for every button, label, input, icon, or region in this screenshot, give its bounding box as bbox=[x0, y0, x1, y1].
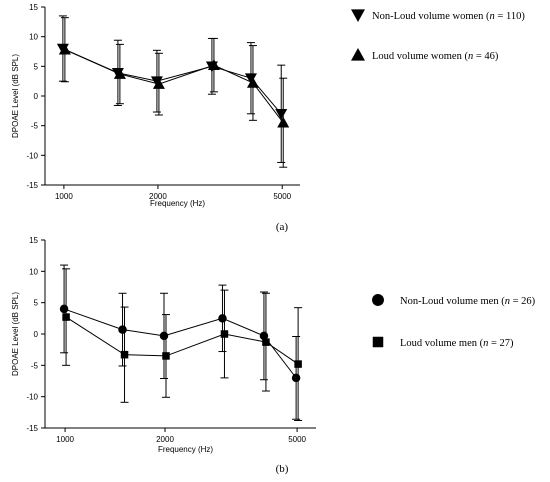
data-point bbox=[262, 338, 270, 346]
y-tick-label: -10 bbox=[26, 393, 38, 402]
data-point bbox=[62, 313, 70, 321]
data-point bbox=[159, 331, 169, 341]
x-tick-label: 5000 bbox=[288, 435, 306, 444]
data-point bbox=[244, 73, 257, 85]
legend-marker bbox=[372, 294, 384, 306]
y-tick-label: -15 bbox=[26, 424, 38, 433]
x-axis-title: Frequency (Hz) bbox=[150, 199, 205, 208]
series-line bbox=[65, 316, 299, 365]
y-tick-label: 15 bbox=[29, 3, 38, 12]
y-tick-label: 10 bbox=[29, 267, 38, 276]
data-point bbox=[277, 116, 290, 128]
y-tick-label: -5 bbox=[31, 361, 39, 370]
series-2 bbox=[62, 268, 303, 421]
data-point bbox=[113, 68, 126, 79]
data-point bbox=[120, 350, 129, 359]
panel-label: (b) bbox=[276, 463, 289, 475]
x-tick-label: 2000 bbox=[156, 435, 174, 444]
legend-label: Loud volume men (n = 27) bbox=[400, 338, 514, 349]
data-point bbox=[152, 78, 165, 89]
y-tick-label: 0 bbox=[34, 330, 39, 339]
panel-label: (a) bbox=[276, 221, 289, 233]
legend-marker bbox=[372, 336, 384, 348]
y-tick-label: 5 bbox=[34, 299, 39, 308]
legend-label: Non-Loud volume women (n = 110) bbox=[372, 11, 525, 22]
x-axis-title: Frequency (Hz) bbox=[158, 445, 213, 454]
data-point bbox=[246, 76, 259, 88]
legend-marker bbox=[351, 48, 365, 61]
y-tick-label: 15 bbox=[29, 236, 38, 245]
chart-panel-a: -15 -10 -5 0 5 10 15 1000 2000 5000 Frequency (Hz)… bbox=[11, 3, 525, 233]
legend-label: Non-Loud volume men (n = 26) bbox=[400, 296, 536, 307]
data-point bbox=[118, 325, 127, 334]
y-axis-title: DPOAE Level (dB SPL) bbox=[11, 292, 20, 376]
series-2 bbox=[58, 17, 290, 168]
data-point bbox=[291, 373, 301, 383]
data-point bbox=[220, 330, 229, 338]
x-tick-label: 1000 bbox=[56, 435, 74, 444]
data-point bbox=[207, 59, 220, 70]
y-tick-label: -5 bbox=[31, 122, 39, 131]
data-point bbox=[59, 304, 69, 314]
y-tick-label: 0 bbox=[34, 92, 39, 101]
series-line bbox=[64, 49, 284, 124]
x-tick-label: 1000 bbox=[55, 192, 73, 201]
chart-panel-b: -15 -10 -5 0 5 10 15 1000 2000 5000 Frequency (Hz)… bbox=[11, 236, 536, 475]
x-tick-label: 5000 bbox=[273, 192, 291, 201]
y-tick-label: 5 bbox=[34, 62, 39, 71]
y-tick-label: 10 bbox=[29, 33, 38, 42]
x-tick-label: 2000 bbox=[149, 192, 167, 201]
legend-marker bbox=[351, 9, 365, 22]
data-point bbox=[162, 352, 170, 360]
data-point bbox=[218, 314, 227, 323]
legend-label: Loud volume women (n = 46) bbox=[372, 51, 499, 62]
series-line bbox=[63, 308, 297, 379]
y-axis-title: DPOAE Level (dB SPL) bbox=[11, 54, 20, 138]
data-point bbox=[294, 360, 302, 368]
data-point bbox=[275, 109, 288, 120]
y-tick-label: -10 bbox=[26, 151, 38, 160]
y-tick-label: -15 bbox=[26, 181, 38, 190]
data-point bbox=[58, 43, 71, 55]
